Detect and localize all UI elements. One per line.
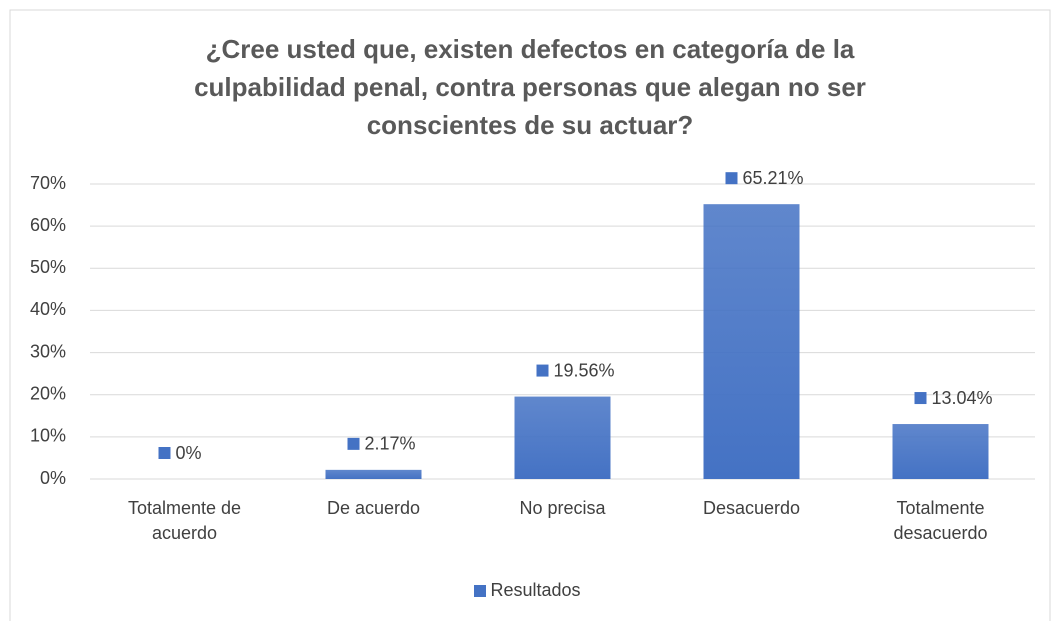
value-label: 13.04% xyxy=(932,388,993,408)
legend-label: Resultados xyxy=(490,580,581,600)
value-label-marker xyxy=(536,364,549,377)
y-tick-label: 10% xyxy=(30,426,66,446)
x-tick-label: De acuerdo xyxy=(326,498,421,518)
bar xyxy=(703,204,800,479)
value-label-marker xyxy=(158,447,171,459)
chart-title: ¿Cree usted que, existen defectos en cat… xyxy=(194,34,866,140)
x-tick-label: No precisa xyxy=(519,498,606,518)
y-tick-label: 40% xyxy=(30,299,66,319)
bar xyxy=(514,396,611,479)
value-label: 19.56% xyxy=(554,360,615,380)
value-label-marker xyxy=(347,437,360,450)
x-tick-label: Desacuerdo xyxy=(702,498,801,518)
y-tick-label: 30% xyxy=(30,341,66,361)
x-tick-label: Totalmente de acuerdo xyxy=(127,498,242,543)
value-label: 0% xyxy=(176,443,202,463)
y-tick-label: 20% xyxy=(30,383,66,403)
legend: Resultados xyxy=(0,580,1055,601)
y-tick-label: 0% xyxy=(40,468,66,488)
value-label: 2.17% xyxy=(365,434,416,454)
value-label-marker xyxy=(725,172,738,185)
bar xyxy=(892,424,989,479)
y-tick-label: 50% xyxy=(30,257,66,277)
x-tick-label: Totalmente desacuerdo xyxy=(893,498,988,543)
value-label: 65.21% xyxy=(743,168,804,188)
y-tick-label: 70% xyxy=(30,173,66,193)
value-label-marker xyxy=(914,392,927,405)
legend-swatch xyxy=(474,585,487,597)
chart-border xyxy=(9,9,1051,621)
y-tick-label: 60% xyxy=(30,215,66,235)
bar xyxy=(325,469,422,479)
